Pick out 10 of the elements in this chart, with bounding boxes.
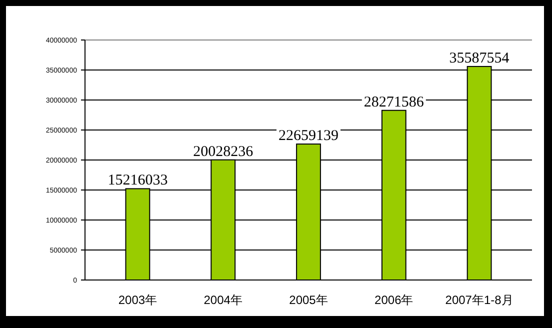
data-label: 15216033: [108, 172, 168, 189]
x-tick-label: 2003年: [118, 293, 158, 307]
data-label: 22659139: [278, 128, 338, 144]
data-label: 20028236: [193, 144, 254, 160]
x-tick-label: 2004年: [204, 293, 242, 307]
data-label: 28271586: [364, 94, 424, 110]
x-tick-label: 2006年: [374, 293, 414, 307]
x-tick-label: 2005年: [289, 293, 328, 307]
x-tick-label: 2007年1-8月: [445, 293, 514, 307]
data-label: 35587554: [449, 50, 510, 66]
